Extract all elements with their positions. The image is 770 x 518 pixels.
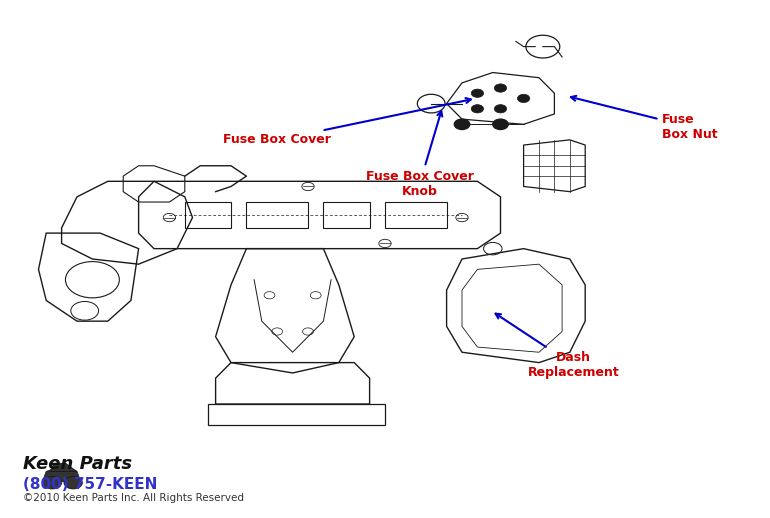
Text: Fuse Box Cover
Knob: Fuse Box Cover Knob [366,111,474,198]
Circle shape [493,119,508,130]
Polygon shape [42,466,81,482]
Circle shape [517,94,530,103]
Text: Dash
Replacement: Dash Replacement [496,313,620,379]
Circle shape [454,119,470,130]
Polygon shape [50,463,77,471]
Circle shape [43,477,62,489]
Text: Fuse
Box Nut: Fuse Box Nut [571,96,718,141]
Circle shape [494,84,507,92]
Text: ©2010 Keen Parts Inc. All Rights Reserved: ©2010 Keen Parts Inc. All Rights Reserve… [23,493,244,503]
Text: Keen Parts: Keen Parts [23,455,132,472]
Circle shape [471,105,484,113]
Text: (800) 757-KEEN: (800) 757-KEEN [23,477,158,492]
Text: Fuse Box Cover: Fuse Box Cover [223,98,471,147]
Circle shape [471,89,484,97]
Circle shape [494,105,507,113]
Circle shape [64,477,82,489]
